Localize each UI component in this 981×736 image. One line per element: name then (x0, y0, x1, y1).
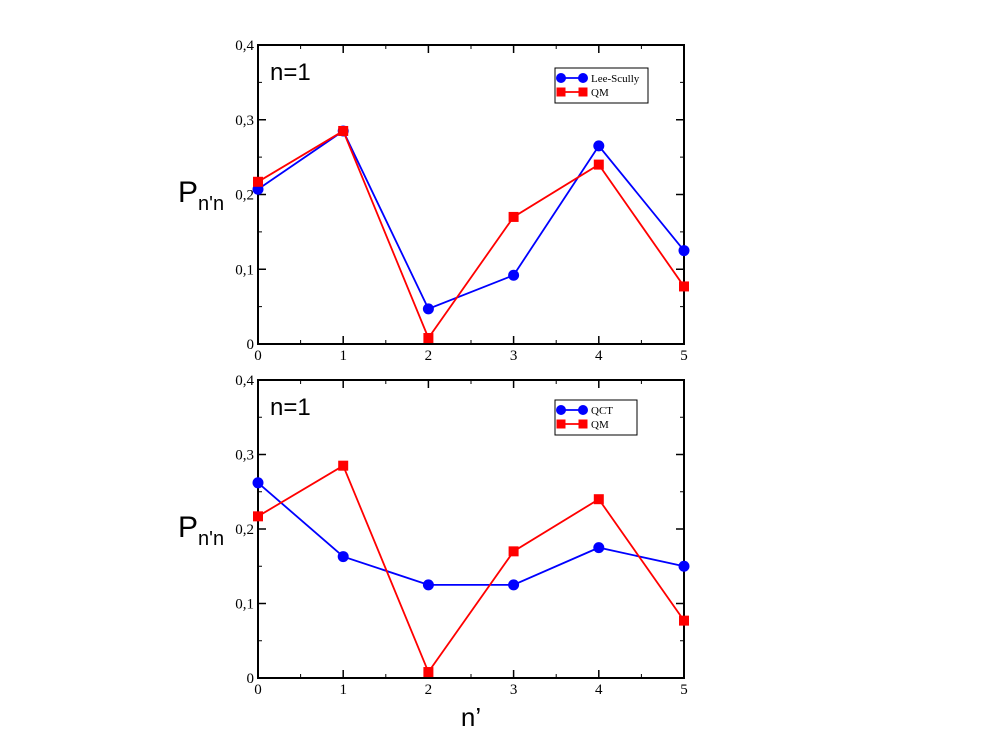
y-tick-label: 0 (247, 337, 255, 353)
data-point (508, 579, 520, 591)
data-point (508, 269, 520, 281)
chart-panel-1: 0 1 2 3 4 5 0 0,1 0,2 0,3 0,4 n=1 Pn'n Lee-Scully QM (178, 38, 690, 364)
series-lee-scully (252, 125, 690, 315)
data-point (338, 125, 349, 136)
data-point (593, 494, 604, 505)
legend-marker (578, 73, 588, 83)
x-tick-label: 4 (595, 348, 603, 364)
series-line (257, 464, 685, 674)
data-point (679, 615, 689, 626)
y-axis-label: Pn'n (178, 511, 224, 550)
series-line (257, 482, 685, 586)
x-tick-label: 0 (254, 348, 262, 364)
x-axis-label: n’ (461, 702, 481, 732)
x-tick-label: 5 (680, 682, 688, 698)
data-point (253, 511, 263, 522)
x-tick-label: 5 (680, 348, 688, 364)
series-qm (253, 125, 689, 344)
y-tick-label: 0,3 (235, 113, 254, 129)
legend: QCT QM (554, 399, 638, 436)
data-point (678, 245, 690, 257)
data-point (679, 281, 689, 292)
x-tick-label: 3 (510, 682, 518, 698)
legend-label: Lee-Scully (591, 73, 640, 85)
y-tick-label: 0 (247, 671, 255, 687)
panel-label: n=1 (270, 59, 311, 86)
legend-label: QCT (591, 405, 613, 417)
legend-marker (578, 419, 588, 429)
legend-marker (556, 419, 566, 429)
x-tick-label: 1 (339, 348, 347, 364)
y-tick-label: 0,1 (235, 262, 254, 278)
y-tick-label: 0,3 (235, 448, 254, 464)
legend-marker (578, 405, 588, 415)
legend-marker (556, 405, 566, 415)
data-point (593, 140, 605, 152)
legend-marker (578, 87, 588, 97)
legend: Lee-Scully QM (554, 67, 649, 104)
data-point (252, 477, 264, 489)
y-tick-label: 0,2 (235, 188, 254, 204)
data-point (423, 667, 434, 678)
series-line (257, 129, 685, 311)
data-point (508, 546, 519, 557)
x-tick-label: 2 (425, 682, 433, 698)
panel-label: n=1 (270, 394, 311, 421)
legend-marker (556, 87, 566, 97)
data-point (422, 579, 434, 591)
data-point (678, 560, 690, 572)
x-tick-label: 4 (595, 682, 603, 698)
data-point (253, 176, 263, 187)
legend-marker (556, 73, 566, 83)
series-qm (253, 460, 689, 678)
y-tick-label: 0,4 (235, 373, 254, 389)
data-point (508, 211, 519, 222)
series-qct (252, 477, 690, 591)
data-point (338, 460, 349, 471)
data-point (422, 303, 434, 315)
y-tick-label: 0,4 (235, 38, 254, 54)
series-line (257, 129, 685, 340)
y-tick-label: 0,1 (235, 597, 254, 613)
y-axis-label: Pn'n (178, 176, 224, 215)
data-point (337, 551, 349, 563)
x-tick-label: 1 (339, 682, 347, 698)
x-tick-label: 3 (510, 348, 518, 364)
legend-label: QM (591, 419, 609, 431)
legend-box (554, 67, 649, 104)
data-point (423, 333, 434, 344)
chart-panel-2: 0 1 2 3 4 5 0 0,1 0,2 0,3 0,4 n=1 Pn'n n’ QCT QM (178, 373, 690, 732)
data-point (593, 542, 605, 554)
x-tick-label: 0 (254, 682, 262, 698)
x-tick-label: 2 (425, 348, 433, 364)
y-tick-label: 0,2 (235, 522, 254, 538)
data-point (593, 159, 604, 170)
legend-label: QM (591, 87, 609, 99)
legend-box (554, 399, 638, 436)
